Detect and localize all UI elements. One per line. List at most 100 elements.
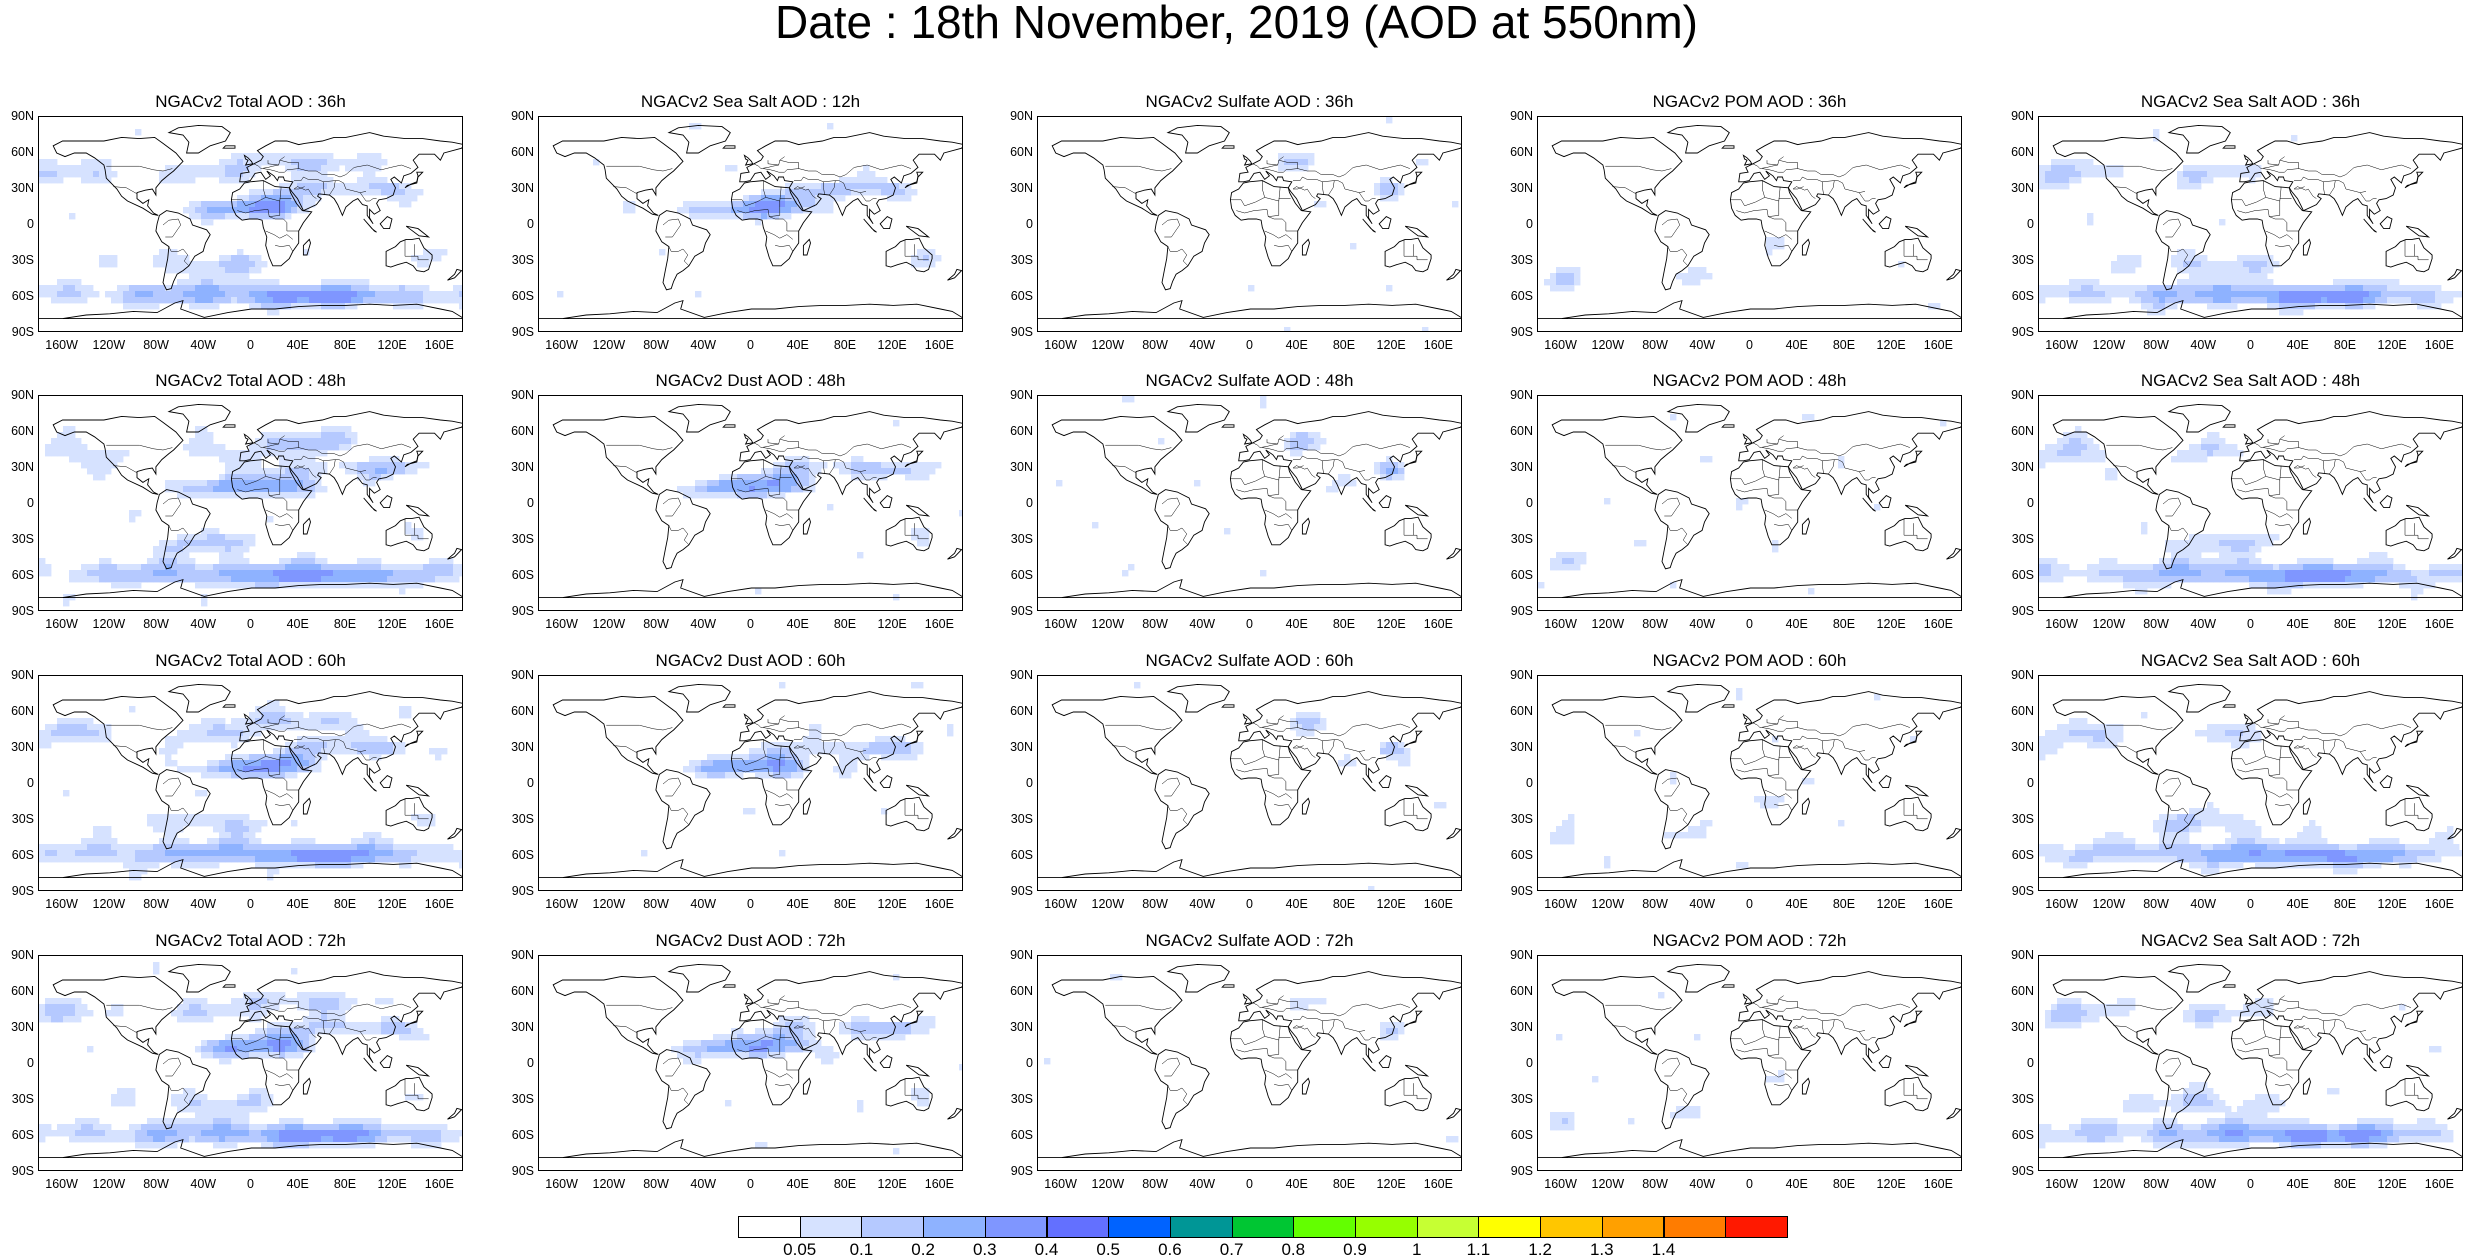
aod-cell: [2201, 546, 2208, 553]
aod-cell: [165, 546, 172, 553]
aod-cell: [255, 480, 262, 487]
aod-cell: [2255, 285, 2262, 292]
aod-cell: [2369, 570, 2376, 577]
aod-cell: [2369, 856, 2376, 863]
aod-cell: [243, 546, 250, 553]
aod-cell: [2309, 820, 2316, 827]
country-border: [2303, 176, 2325, 196]
aod-cell: [2039, 748, 2046, 755]
aod-cell: [2081, 724, 2088, 731]
aod-cell: [1290, 718, 1297, 725]
aod-cell: [713, 772, 720, 779]
aod-cell: [273, 303, 280, 310]
aod-cell: [2093, 576, 2100, 583]
aod-cell: [399, 588, 406, 595]
aod-cell: [267, 850, 274, 857]
aod-cell: [2075, 456, 2082, 463]
aod-cell: [2189, 450, 2196, 457]
aod-cell: [2183, 450, 2190, 457]
aod-cell: [459, 564, 462, 571]
aod-cell: [2315, 564, 2322, 571]
aod-cell: [749, 766, 756, 773]
lon-tick-label: 120E: [877, 338, 907, 352]
aod-cell: [2159, 576, 2166, 583]
aod-cell: [833, 462, 840, 469]
coastline: [1721, 145, 1735, 149]
country-border: [1264, 230, 1292, 240]
country-border: [1792, 745, 1816, 758]
aod-cell: [171, 760, 178, 767]
aod-cell: [315, 285, 322, 292]
country-border: [803, 455, 825, 475]
aod-cell: [171, 820, 178, 827]
aod-cell: [2213, 856, 2220, 863]
aod-cell: [405, 862, 412, 869]
aod-cell: [2309, 564, 2316, 571]
aod-cell: [183, 486, 190, 493]
aod-cell: [767, 760, 774, 767]
aod-cell: [291, 582, 298, 589]
aod-cell: [39, 285, 46, 292]
aod-cell: [309, 468, 316, 475]
country-border: [1792, 465, 1816, 478]
aod-cell: [2237, 814, 2244, 821]
aod-cell: [237, 285, 244, 292]
aod-cell: [2357, 291, 2364, 298]
aod-cell: [249, 730, 256, 737]
aod-cell: [51, 165, 58, 172]
aod-cell: [303, 195, 310, 202]
country-border: [106, 724, 173, 731]
aod-cell: [291, 201, 298, 208]
aod-cell: [297, 189, 304, 196]
aod-cell: [2243, 838, 2250, 845]
aod-cell: [785, 462, 792, 469]
aod-cell: [345, 279, 352, 286]
aod-cell: [935, 462, 942, 469]
aod-cell: [255, 820, 262, 827]
panel-title: NGACv2 POM AOD : 48h: [1652, 371, 1847, 390]
aod-cell: [2309, 297, 2316, 304]
aod-cell: [219, 279, 226, 286]
aod-cell: [45, 570, 52, 577]
aod-cell: [1380, 468, 1387, 475]
aod-cell: [345, 189, 352, 196]
aod-cell: [213, 450, 220, 457]
aod-cell: [899, 754, 906, 761]
aod-cell: [369, 558, 376, 565]
aod-cell: [2039, 291, 2046, 298]
aod-cell: [2387, 850, 2394, 857]
aod-cell: [857, 474, 864, 481]
aod-cell: [219, 201, 226, 208]
aod-cell: [291, 724, 298, 731]
lon-tick-label: 120W: [92, 338, 126, 352]
aod-cell: [45, 171, 52, 178]
aod-cell: [2111, 570, 2118, 577]
country-border: [769, 495, 799, 511]
aod-cell: [2165, 570, 2172, 577]
aod-field-svg: [539, 682, 962, 879]
aod-cell: [2213, 570, 2220, 577]
aod-cell: [2267, 255, 2274, 262]
aod-cell: [1562, 820, 1569, 827]
aod-cell: [303, 462, 310, 469]
aod-cell: [767, 201, 774, 208]
aod-cell: [327, 576, 334, 583]
aod-cell: [327, 153, 334, 160]
aod-cell: [803, 474, 810, 481]
aod-cell: [2213, 285, 2220, 292]
coastline: [905, 784, 931, 797]
lat-tick-label: 0: [2027, 217, 2034, 231]
aod-cell: [2057, 291, 2064, 298]
aod-cell: [2051, 444, 2058, 451]
aod-cell: [93, 576, 100, 583]
aod-cell: [249, 444, 256, 451]
aod-cell: [273, 868, 280, 875]
aod-cell: [2207, 546, 2214, 553]
aod-cell: [207, 444, 214, 451]
aod-cell: [893, 754, 900, 761]
aod-cell: [123, 450, 130, 457]
aod-cell: [441, 748, 448, 755]
country-border: [2106, 165, 2173, 172]
aod-cell: [357, 297, 364, 304]
aod-cell: [387, 850, 394, 857]
